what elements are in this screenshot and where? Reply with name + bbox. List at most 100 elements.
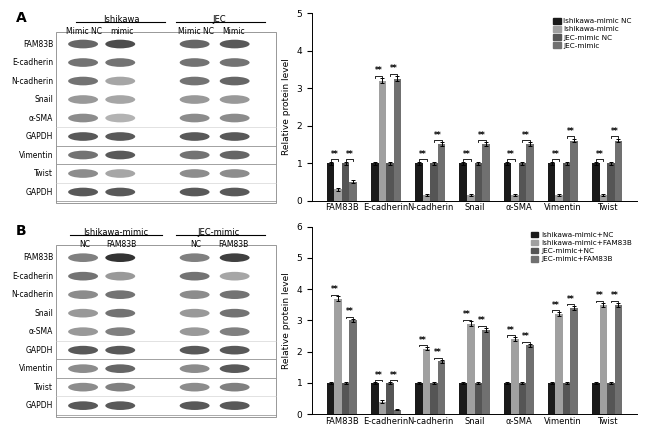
Text: JEC: JEC [212,15,226,24]
Bar [393,409,401,414]
Ellipse shape [179,58,209,67]
Ellipse shape [220,383,250,392]
Bar [548,383,556,414]
Ellipse shape [179,401,209,410]
Text: **: ** [330,285,338,294]
Ellipse shape [68,95,98,104]
Bar [592,163,600,201]
Text: α-SMA: α-SMA [29,327,53,336]
Ellipse shape [105,272,135,280]
Bar [482,330,489,414]
Ellipse shape [68,114,98,123]
Text: GAPDH: GAPDH [25,187,53,197]
Ellipse shape [105,364,135,373]
Bar [600,305,607,414]
Bar [615,140,622,201]
Bar [422,349,430,414]
Text: **: ** [478,317,486,325]
Bar [526,144,534,201]
Bar [334,189,342,201]
Ellipse shape [179,272,209,280]
Text: NC: NC [79,240,90,249]
Ellipse shape [220,40,250,48]
Bar [556,195,563,201]
Ellipse shape [68,77,98,85]
Bar [571,308,578,414]
Text: **: ** [463,150,471,159]
Text: JEC-mimic: JEC-mimic [198,228,240,237]
Text: **: ** [611,127,619,136]
Text: **: ** [508,326,515,335]
Text: Ishikawa-mimic: Ishikawa-mimic [83,228,148,237]
Bar [422,195,430,201]
Bar [548,163,556,201]
Ellipse shape [68,364,98,373]
Ellipse shape [220,132,250,141]
Ellipse shape [220,346,250,354]
Ellipse shape [68,132,98,141]
Bar [467,324,474,414]
Ellipse shape [179,114,209,123]
Ellipse shape [179,187,209,196]
Ellipse shape [68,327,98,336]
Ellipse shape [68,346,98,354]
Text: GAPDH: GAPDH [25,401,53,410]
Ellipse shape [220,327,250,336]
Y-axis label: Relative protein level: Relative protein level [282,58,291,155]
Text: **: ** [374,66,382,75]
Bar [511,195,519,201]
Bar [430,163,438,201]
Text: **: ** [390,371,397,379]
Bar [342,383,349,414]
Bar [386,163,393,201]
Bar [600,195,607,201]
Ellipse shape [179,95,209,104]
Text: **: ** [567,127,575,136]
Text: Mimic NC: Mimic NC [66,27,103,36]
Text: Twist: Twist [34,383,53,392]
Bar [415,163,423,201]
Text: Mimic NC: Mimic NC [178,27,214,36]
Bar [371,383,378,414]
Text: Twist: Twist [34,169,53,178]
Text: **: ** [330,150,338,159]
Ellipse shape [179,364,209,373]
Bar [526,345,534,414]
Ellipse shape [105,95,135,104]
Ellipse shape [68,272,98,280]
Ellipse shape [179,346,209,354]
Bar [519,163,526,201]
Ellipse shape [179,169,209,178]
Ellipse shape [220,253,250,262]
Text: Snail: Snail [34,95,53,104]
Bar [378,402,386,414]
Ellipse shape [68,58,98,67]
Text: **: ** [463,310,471,319]
Ellipse shape [68,253,98,262]
Bar [504,383,511,414]
Legend: Ishikawa-mimic NC, Ishikawa-mimic, JEC-mimic NC, JEC-mimic: Ishikawa-mimic NC, Ishikawa-mimic, JEC-m… [552,17,633,50]
Text: FAM83B: FAM83B [218,240,248,249]
Bar [334,299,342,414]
Text: Vimentin: Vimentin [19,150,53,160]
Bar [342,163,349,201]
Text: B: B [16,225,27,238]
Bar [460,383,467,414]
Bar [482,144,489,201]
Text: FAM83B: FAM83B [23,253,53,262]
Text: E-cadherin: E-cadherin [12,272,53,281]
Bar [349,320,357,414]
Text: **: ** [523,332,530,341]
Text: Ishikawa: Ishikawa [103,15,140,24]
Text: **: ** [374,371,382,379]
Bar [386,383,393,414]
Ellipse shape [179,383,209,392]
Ellipse shape [68,40,98,48]
Bar [349,182,357,201]
Ellipse shape [105,40,135,48]
Bar [327,163,334,201]
Ellipse shape [68,187,98,196]
Text: α-SMA: α-SMA [29,113,53,123]
Ellipse shape [105,309,135,317]
Text: FAM83B: FAM83B [107,240,136,249]
